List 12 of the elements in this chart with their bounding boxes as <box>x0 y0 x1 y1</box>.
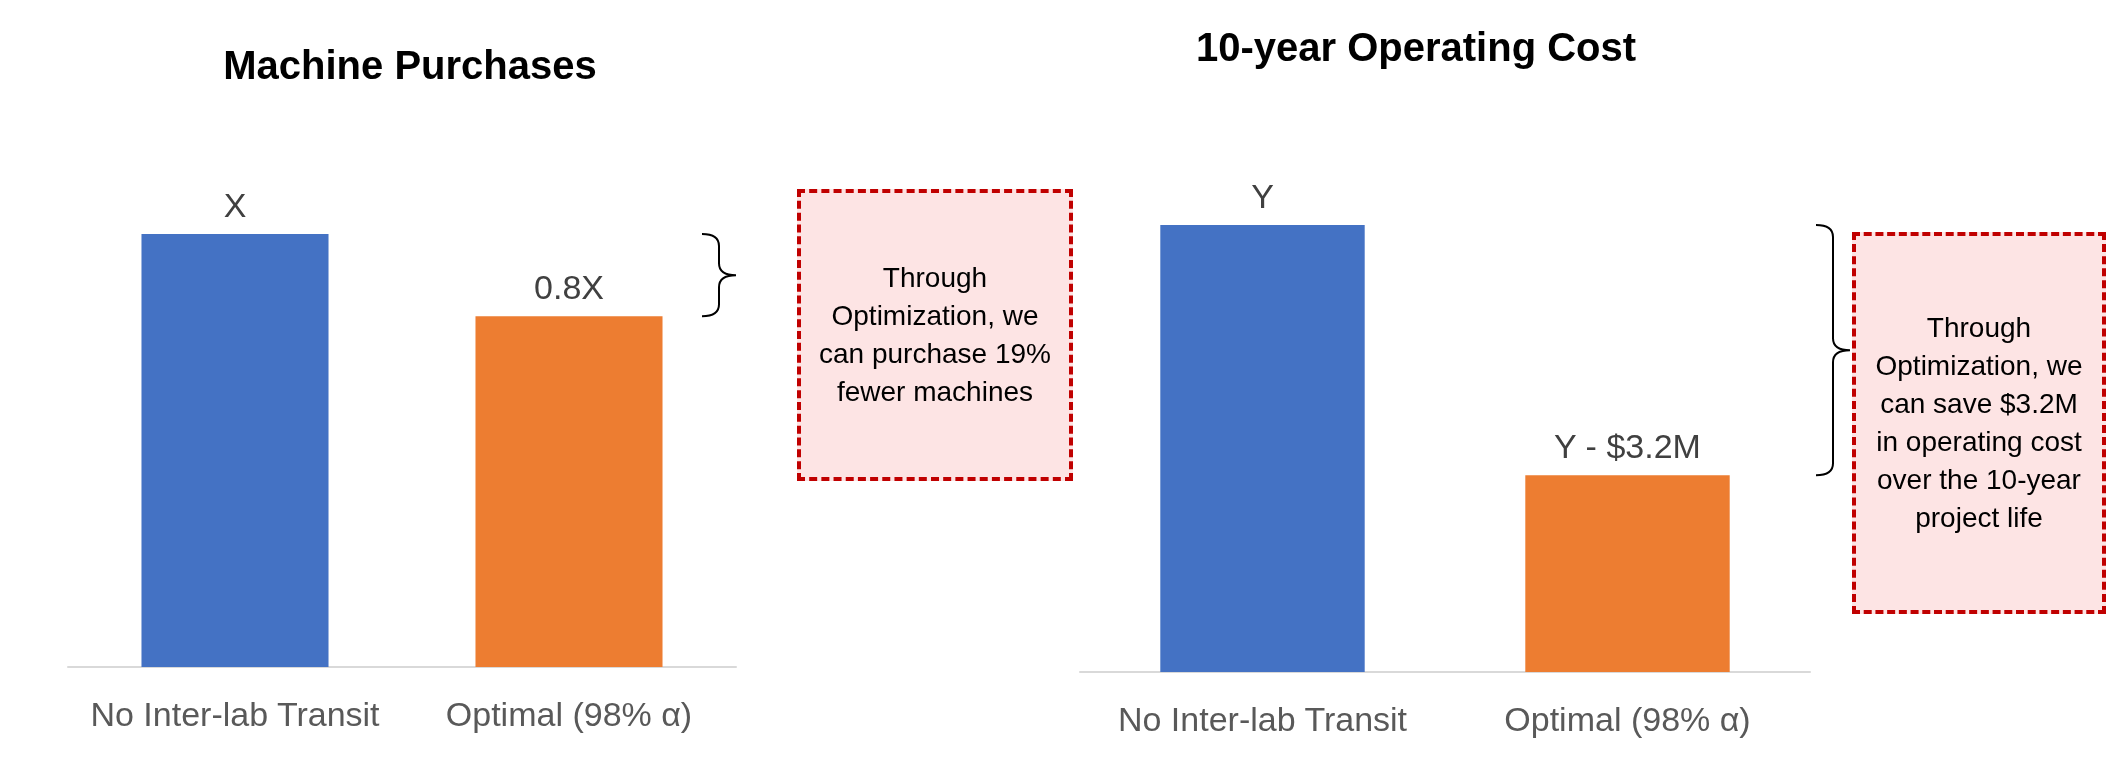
x-tick-label: Optimal (98% α) <box>1504 700 1751 738</box>
annotation: 0.8X <box>534 268 604 307</box>
annotation: Y <box>1251 177 1274 215</box>
callout-box: Through Optimization, we can purchase 19% fewer machines <box>797 189 1073 481</box>
annotation: X <box>223 186 247 224</box>
chart-title: Machine Purchases <box>223 43 597 87</box>
x-tick-label: No Inter-lab Transit <box>90 695 381 733</box>
x-tick-label: Optimal (98% α) <box>445 695 693 733</box>
annotation: Y - $3.2M <box>1554 427 1701 466</box>
chart-title: 10-year Operating Cost <box>1195 25 1637 69</box>
x-tick-label: No Inter-lab Transit <box>1117 700 1408 738</box>
callout-box: Through Optimization, we can save $3.2M in operating cost over the 10-year project life <box>1852 232 2106 614</box>
